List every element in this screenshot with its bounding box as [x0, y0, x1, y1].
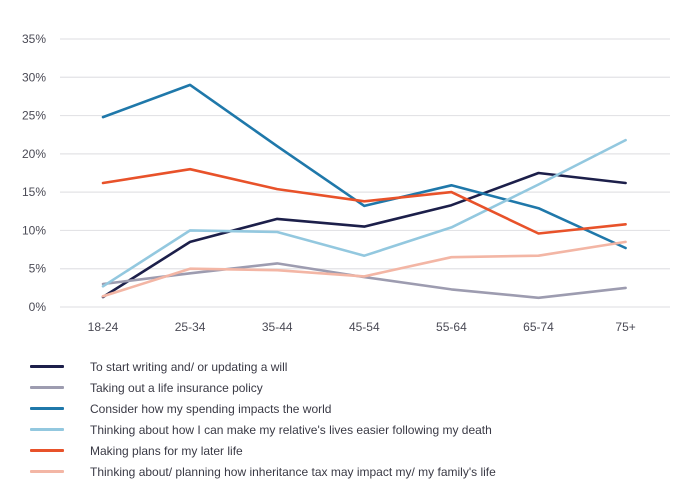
- legend-item: Thinking about/ planning how inheritance…: [30, 461, 496, 482]
- legend-swatch: [30, 428, 64, 431]
- series-line-5: [101, 167, 627, 235]
- legend: To start writing and/ or updating a will…: [30, 356, 496, 482]
- legend-swatch: [30, 470, 64, 473]
- x-tick-label: 55-64: [436, 320, 467, 334]
- y-axis: 0% 5% 10% 15% 20% 25% 30% 35%: [22, 32, 46, 314]
- x-tick-label: 18-24: [88, 320, 119, 334]
- legend-swatch: [30, 386, 64, 389]
- x-tick-label: 45-54: [349, 320, 380, 334]
- legend-label: Taking out a life insurance policy: [90, 380, 263, 395]
- y-tick-label: 5%: [29, 262, 47, 276]
- y-tick-label: 15%: [22, 185, 46, 199]
- line-chart: 0% 5% 10% 15% 20% 25% 30% 35% 18-24 25-34 35-44 45…: [22, 32, 670, 334]
- y-tick-label: 30%: [22, 70, 46, 84]
- legend-label: Thinking about/ planning how inheritance…: [90, 464, 496, 479]
- legend-label: To start writing and/ or updating a will: [90, 359, 288, 374]
- legend-item: Taking out a life insurance policy: [30, 377, 496, 398]
- legend-item: Thinking about how I can make my relativ…: [30, 419, 496, 440]
- y-tick-label: 35%: [22, 32, 46, 46]
- series-line-3: [101, 83, 627, 250]
- legend-label: Making plans for my later life: [90, 443, 243, 458]
- legend-swatch: [30, 365, 64, 368]
- series-line-6: [101, 240, 627, 298]
- y-tick-label: 25%: [22, 109, 46, 123]
- legend-item: To start writing and/ or updating a will: [30, 356, 496, 377]
- x-axis: 18-24 25-34 35-44 45-54 55-64 65-74 75+: [88, 320, 636, 334]
- x-tick-label: 25-34: [175, 320, 206, 334]
- legend-item: Consider how my spending impacts the wor…: [30, 398, 496, 419]
- x-tick-label: 75+: [615, 320, 635, 334]
- x-tick-label: 65-74: [523, 320, 554, 334]
- x-tick-label: 35-44: [262, 320, 293, 334]
- series-line-1: [101, 171, 627, 299]
- gridlines: [60, 38, 670, 308]
- legend-swatch: [30, 449, 64, 452]
- legend-item: Making plans for my later life: [30, 440, 496, 461]
- series-line-4: [101, 138, 627, 288]
- legend-label: Thinking about how I can make my relativ…: [90, 422, 492, 437]
- y-tick-label: 0%: [29, 300, 47, 314]
- legend-swatch: [30, 407, 64, 410]
- legend-label: Consider how my spending impacts the wor…: [90, 401, 332, 416]
- series-lines: [101, 83, 627, 300]
- y-tick-label: 10%: [22, 223, 46, 237]
- y-tick-label: 20%: [22, 147, 46, 161]
